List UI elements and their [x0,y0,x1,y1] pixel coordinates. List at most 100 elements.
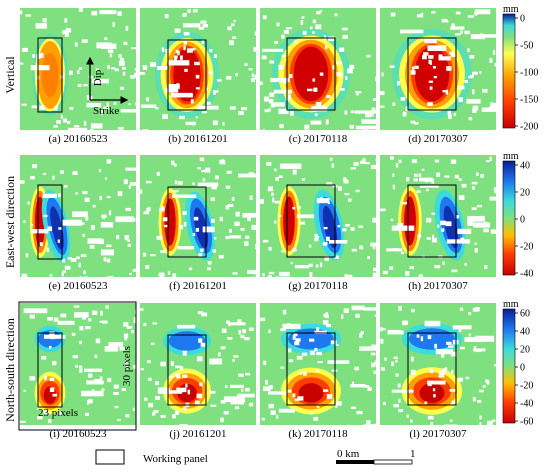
working-panel-outline [167,334,207,406]
colorbar-tick-label: 40 [520,161,530,172]
panel-g-map [260,155,376,277]
panel-f-map [140,155,256,277]
panel-h: (h) 20170307 [380,155,496,292]
no-data-pixels [380,156,496,277]
colorbar-tick-label: -100 [520,68,538,79]
panel-d-map [380,8,496,130]
colorbar-unit: mm [503,299,519,310]
no-data-pixels [380,9,496,130]
panel-caption: (h) 20170307 [408,280,468,292]
colorbar-unit: mm [503,151,519,162]
panel-e-map [20,155,136,277]
colorbar-tick-label: -40 [520,269,533,280]
colorbar-tick-label: 20 [520,345,530,356]
panel-i: (i) 20160523 [20,303,136,440]
dip-strike-arrows: Dip Strike [86,56,129,117]
panel-c: (c) 20170118 [260,8,376,145]
no-data-pixels [380,306,496,425]
working-panel-outline [167,39,207,111]
strike-label: Strike [93,105,119,117]
no-data-pixels [20,305,136,424]
colorbar-tick-label: 0 [520,215,525,226]
scale-start-label: 0 km [337,448,360,460]
row-label-vertical: Vertical [3,56,17,94]
colorbar-gradient [502,308,516,424]
working-panel-outline [286,184,336,258]
working-panel-outline [407,332,457,406]
panel-caption: (i) 20160523 [49,428,107,440]
no-data-pixels [260,10,376,130]
dip-label: Dip [92,69,104,86]
colorbar-tick-label: 0 [520,14,525,25]
colorbar-tick-label: -60 [520,417,533,428]
panel-i-map [20,303,136,425]
scale-bar: 0 km 1 [336,448,416,465]
row-label-east-west: East-west direction [3,176,17,268]
colorbar-tick-label: -20 [520,242,533,253]
panels-grid: (a) 20160523 (b) 20161201 (c) 20170118 (d) … [20,8,496,440]
panel-a-map [20,8,136,130]
panel-caption: (g) 20170118 [288,280,348,292]
colorbar-unit: mm [503,4,519,15]
colorbar-tick-label: 40 [520,327,530,338]
working-panel-outline [37,37,63,113]
panel-l-map [380,303,496,425]
panel-caption: (a) 20160523 [49,133,108,145]
panel-b-map [140,8,256,130]
panel-f: (f) 20161201 [140,155,256,292]
panel-caption: (c) 20170118 [289,133,348,145]
no-data-pixels [20,159,136,277]
colorbar-tick-label: -40 [520,399,533,410]
pixels-30-label: 30 pixels [121,346,133,386]
colorbar-gradient [502,160,516,276]
no-data-pixels [140,157,256,277]
colorbar-tick-label: 20 [520,188,530,199]
no-data-pixels [20,8,136,130]
panel-i-highlight-frame [18,301,137,431]
panel-k-map [260,303,376,425]
legend: Working panel [95,449,208,465]
working-panel-outline [407,37,457,111]
panel-a: (a) 20160523 [20,8,136,145]
working-panel-outline [37,184,63,260]
colorbar-tick-label: -50 [520,41,533,52]
working-panel-outline [407,184,457,258]
colorbar-tick-label: -20 [520,381,533,392]
panel-c-map [260,8,376,130]
panel-caption: (l) 20170307 [409,428,467,440]
panel-h-map [380,155,496,277]
scale-end-label: 1 [410,448,416,460]
no-data-pixels [260,305,376,425]
colorbar-tick-label: 0 [520,363,525,374]
working-panel-outline [37,332,63,408]
panel-e: (e) 20160523 [20,155,136,292]
panel-caption: (b) 20161201 [168,133,228,145]
panel-k: (k) 20170118 [260,303,376,440]
no-data-pixels [140,9,256,130]
working-panel-outline [286,37,336,111]
no-data-pixels [260,157,376,277]
pixels-23-label: 23 pixels [38,407,78,419]
panel-caption: (k) 20170118 [288,428,348,440]
colorbar-gradient [502,13,516,129]
row-label-north-south: North-south direction [3,318,17,422]
working-panel-legend-label: Working panel [143,453,208,465]
panel-caption: (e) 20160523 [49,280,108,292]
panel-l: (l) 20170307 [380,303,496,440]
colorbar-row-0: mm0 -50 -100 -150 -200 [502,4,538,133]
colorbar-tick-label: -200 [520,122,538,133]
panel-b: (b) 20161201 [140,8,256,145]
working-panel-outline [286,332,336,406]
panel-j: (j) 20161201 [140,303,256,440]
colorbar-tick-label: 60 [520,309,530,320]
panel-j-map [140,303,256,425]
colorbar-tick-label: -150 [520,95,538,106]
working-panel-legend-box [95,449,125,465]
panel-caption: (f) 20161201 [169,280,227,292]
panel-caption: (d) 20170307 [408,133,468,145]
panel-g: (g) 20170118 [260,155,376,292]
working-panel-outline [167,186,207,258]
